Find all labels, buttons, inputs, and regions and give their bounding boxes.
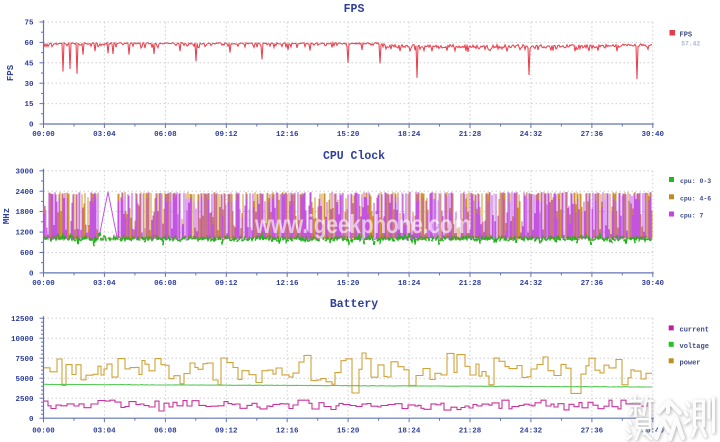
svg-text:57.42: 57.42 <box>681 41 700 48</box>
svg-text:27:36: 27:36 <box>581 428 604 436</box>
svg-text:12:16: 12:16 <box>276 280 299 288</box>
svg-text:09:12: 09:12 <box>215 131 238 139</box>
svg-text:0: 0 <box>29 271 34 279</box>
svg-text:03:04: 03:04 <box>93 428 116 436</box>
svg-text:15:20: 15:20 <box>337 131 360 139</box>
svg-text:power: power <box>680 360 701 368</box>
svg-text:00:00: 00:00 <box>32 428 55 436</box>
svg-text:12:16: 12:16 <box>276 428 299 436</box>
svg-text:45: 45 <box>24 60 34 68</box>
svg-text:00:00: 00:00 <box>32 131 55 139</box>
svg-text:7500: 7500 <box>15 356 34 364</box>
svg-text:FPS: FPS <box>680 32 693 40</box>
svg-text:30: 30 <box>24 81 34 89</box>
svg-text:18:24: 18:24 <box>398 131 421 139</box>
svg-text:24:32: 24:32 <box>520 131 543 139</box>
svg-text:00:00: 00:00 <box>32 280 55 288</box>
svg-text:21:28: 21:28 <box>459 428 482 436</box>
svg-text:cpu: 0-3: cpu: 0-3 <box>680 178 711 185</box>
svg-text:03:04: 03:04 <box>93 280 116 288</box>
svg-text:2400: 2400 <box>15 189 34 197</box>
svg-text:www.igeekphone.com: www.igeekphone.com <box>254 209 471 239</box>
svg-text:5000: 5000 <box>15 376 34 384</box>
svg-text:24:32: 24:32 <box>520 428 543 436</box>
svg-text:15:20: 15:20 <box>337 428 360 436</box>
svg-text:current: current <box>680 327 709 335</box>
svg-text:15:20: 15:20 <box>337 280 360 288</box>
svg-text:FPS: FPS <box>6 64 16 81</box>
svg-text:Battery: Battery <box>330 298 378 311</box>
svg-text:2500: 2500 <box>15 396 34 404</box>
svg-text:15: 15 <box>24 101 34 109</box>
svg-text:27:36: 27:36 <box>581 131 604 139</box>
svg-text:0: 0 <box>29 416 34 424</box>
svg-text:75: 75 <box>24 20 34 28</box>
svg-text:12:16: 12:16 <box>276 131 299 139</box>
svg-text:FPS: FPS <box>344 3 365 16</box>
svg-text:18:24: 18:24 <box>398 280 421 288</box>
svg-text:cpu: 7: cpu: 7 <box>680 213 704 220</box>
svg-text:24:32: 24:32 <box>520 280 543 288</box>
svg-text:0: 0 <box>29 122 34 130</box>
svg-text:27:36: 27:36 <box>581 280 604 288</box>
svg-text:03:04: 03:04 <box>93 131 116 139</box>
svg-text:09:12: 09:12 <box>215 280 238 288</box>
svg-text:12500: 12500 <box>11 316 34 324</box>
svg-text:600: 600 <box>20 250 34 258</box>
svg-text:21:28: 21:28 <box>459 280 482 288</box>
svg-text:30:40: 30:40 <box>642 131 665 139</box>
svg-text:voltage: voltage <box>680 343 709 351</box>
svg-text:3000: 3000 <box>15 168 34 176</box>
svg-text:06:08: 06:08 <box>154 131 177 139</box>
svg-text:21:28: 21:28 <box>459 131 482 139</box>
svg-text:cpu: 4-6: cpu: 4-6 <box>680 195 711 202</box>
svg-text:06:08: 06:08 <box>154 428 177 436</box>
svg-text:30:40: 30:40 <box>642 280 665 288</box>
svg-text:30:40: 30:40 <box>642 428 665 436</box>
svg-text:06:08: 06:08 <box>154 280 177 288</box>
svg-text:1800: 1800 <box>15 209 34 217</box>
svg-text:CPU Clock: CPU Clock <box>323 150 385 163</box>
svg-text:MHz: MHz <box>2 208 12 224</box>
svg-text:18:24: 18:24 <box>398 428 421 436</box>
svg-text:10000: 10000 <box>11 336 34 344</box>
svg-text:09:12: 09:12 <box>215 428 238 436</box>
svg-text:60: 60 <box>24 40 34 48</box>
svg-text:1200: 1200 <box>15 230 34 238</box>
